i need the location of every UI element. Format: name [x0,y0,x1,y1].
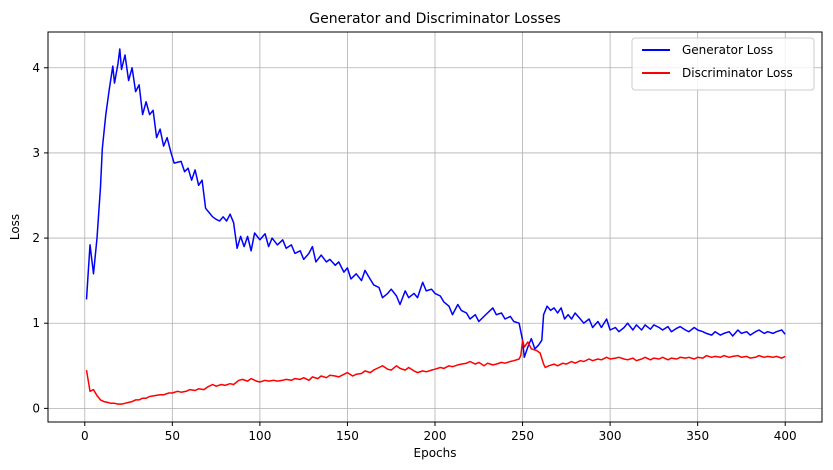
discriminator-loss-line [85,339,786,405]
axis-ticks: 0 50 100 150 200 250 300 350 400 0 1 2 3 4 [32,61,796,443]
legend: Generator Loss Discriminator Loss [631,37,815,91]
generator-loss-line [85,48,786,359]
x-tick-label: 300 [599,429,622,443]
x-tick-label: 200 [424,429,447,443]
y-tick-label: 2 [32,231,40,245]
x-tick-label: 50 [165,429,180,443]
x-axis-label: Epochs [414,446,457,460]
grid-lines [48,32,822,422]
legend-box [631,37,815,91]
legend-label-generator: Generator Loss [682,43,773,57]
x-tick-label: 350 [686,429,709,443]
x-tick-label: 150 [336,429,359,443]
y-tick-label: 4 [32,61,40,75]
x-tick-label: 400 [774,429,797,443]
legend-label-discriminator: Discriminator Loss [682,66,793,80]
series-layer [85,48,786,405]
y-tick-label: 1 [32,316,40,330]
y-tick-label: 3 [32,146,40,160]
y-axis-label: Loss [8,214,22,240]
y-tick-label: 0 [32,401,40,415]
x-tick-label: 0 [81,429,89,443]
x-tick-label: 250 [511,429,534,443]
chart-title: Generator and Discriminator Losses [309,11,561,27]
x-tick-label: 100 [248,429,271,443]
